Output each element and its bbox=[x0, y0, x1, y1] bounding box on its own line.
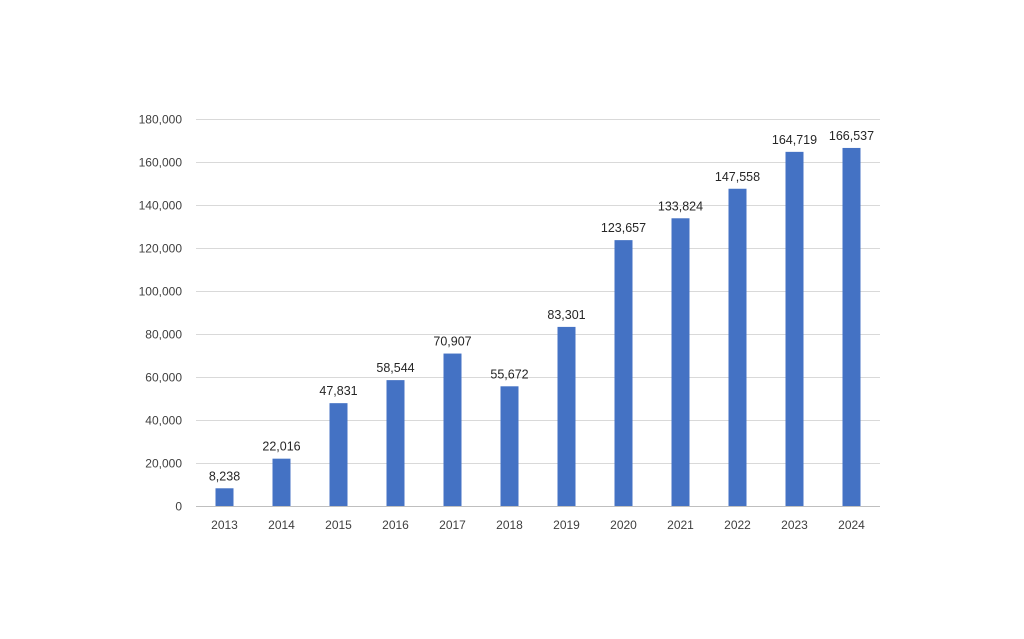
y-tick-label: 60,000 bbox=[145, 371, 182, 385]
x-tick-label-2016: 2016 bbox=[382, 518, 409, 532]
data-label-2018: 55,672 bbox=[490, 367, 528, 381]
x-axis-ticks: 2013 2014 2015 2016 2017 2018 2019 2020 2021 2022… bbox=[211, 518, 865, 532]
bar-2023 bbox=[785, 151, 804, 506]
x-tick-label-2021: 2021 bbox=[667, 518, 694, 532]
y-axis-ticks: 0 20,000 40,000 60,000 80,000 100,000 120,000 1… bbox=[139, 113, 183, 514]
data-label-2019: 83,301 bbox=[547, 308, 585, 322]
bar-2014 bbox=[272, 458, 291, 506]
bar-2021 bbox=[671, 218, 690, 507]
data-label-2020: 123,657 bbox=[601, 221, 646, 235]
x-tick-label-2023: 2023 bbox=[781, 518, 808, 532]
data-label-2022: 147,558 bbox=[715, 170, 760, 184]
y-tick-label: 40,000 bbox=[145, 414, 182, 428]
y-tick-label: 100,000 bbox=[139, 285, 183, 299]
x-tick-label-2019: 2019 bbox=[553, 518, 580, 532]
y-tick-label: 180,000 bbox=[139, 113, 183, 127]
bar-2016 bbox=[386, 380, 405, 506]
data-label-2017: 70,907 bbox=[433, 335, 471, 349]
x-tick-label-2015: 2015 bbox=[325, 518, 352, 532]
y-tick-label: 120,000 bbox=[139, 242, 183, 256]
x-tick-label-2014: 2014 bbox=[268, 518, 295, 532]
x-tick-label-2024: 2024 bbox=[838, 518, 865, 532]
bar-2024 bbox=[842, 147, 861, 507]
data-label-2013: 8,238 bbox=[209, 469, 240, 483]
y-tick-label: 0 bbox=[175, 500, 182, 514]
bar-2018 bbox=[500, 386, 519, 506]
y-tick-label: 140,000 bbox=[139, 199, 183, 213]
y-tick-label: 20,000 bbox=[145, 457, 182, 471]
data-label-2024: 166,537 bbox=[829, 129, 874, 143]
bar-2017 bbox=[443, 353, 462, 506]
bar-2022 bbox=[728, 188, 747, 506]
data-label-2023: 164,719 bbox=[772, 133, 817, 147]
data-labels: 8,238 22,016 47,831 58,544 70,907 55,672 83,30… bbox=[209, 129, 874, 483]
y-tick-label: 160,000 bbox=[139, 156, 183, 170]
bar-2015 bbox=[329, 403, 348, 506]
gridlines bbox=[196, 119, 880, 464]
data-label-2016: 58,544 bbox=[376, 361, 414, 375]
bars bbox=[215, 147, 861, 507]
x-tick-label-2013: 2013 bbox=[211, 518, 238, 532]
data-label-2015: 47,831 bbox=[319, 384, 357, 398]
x-tick-label-2017: 2017 bbox=[439, 518, 466, 532]
x-tick-label-2018: 2018 bbox=[496, 518, 523, 532]
bar-2013 bbox=[215, 488, 234, 506]
x-tick-label-2020: 2020 bbox=[610, 518, 637, 532]
y-tick-label: 80,000 bbox=[145, 328, 182, 342]
data-label-2021: 133,824 bbox=[658, 199, 703, 213]
x-tick-label-2022: 2022 bbox=[724, 518, 751, 532]
bar-2020 bbox=[614, 240, 633, 506]
data-label-2014: 22,016 bbox=[262, 440, 300, 454]
bar-2019 bbox=[557, 326, 576, 506]
